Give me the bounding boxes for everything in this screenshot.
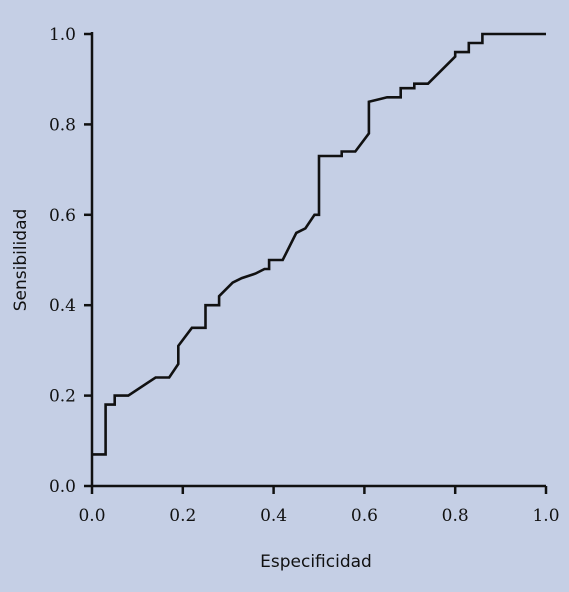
y-tick-label: 0.6 [49,206,76,226]
y-tick-label: 1.0 [49,25,76,45]
axes [90,32,546,488]
y-tick-label: 0.4 [49,296,76,316]
ticks [84,32,548,494]
x-axis-title: Especificidad [260,552,372,572]
y-axis-title: Sensibilidad [11,209,31,312]
series [92,32,546,456]
y-tick-label: 0.0 [49,477,76,497]
x-tick-label: 0.6 [351,506,378,526]
y-tick-label: 0.8 [49,115,76,135]
x-tick-label: 0.8 [442,506,469,526]
x-tick-label: 0.4 [260,506,287,526]
x-tick-label: 0.2 [169,506,196,526]
x-tick-label: 1.0 [532,506,559,526]
x-tick-label: 0.0 [78,506,105,526]
tick-labels: 0.0 0.2 0.4 0.6 0.8 1.0 0.0 0.2 0.4 0.6 0.8 1.0 [49,25,560,526]
roc-curve-line [92,32,546,456]
y-tick-label: 0.2 [49,387,76,407]
